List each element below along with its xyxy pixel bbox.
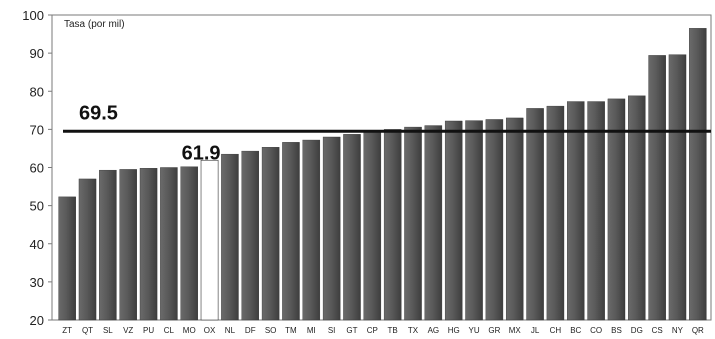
bar-yu bbox=[465, 120, 483, 321]
x-tick-label: GR bbox=[488, 326, 500, 335]
bar-mx bbox=[505, 117, 524, 321]
x-tick-label: TX bbox=[408, 326, 419, 335]
x-tick-label: TM bbox=[285, 326, 297, 335]
bar-bs bbox=[607, 98, 626, 321]
x-tick-label: BS bbox=[611, 326, 622, 335]
y-tick-label: 40 bbox=[30, 237, 44, 252]
x-tick-label: CL bbox=[164, 326, 175, 335]
bar-tx bbox=[404, 126, 422, 321]
bar-gr bbox=[485, 119, 504, 321]
y-tick-label: 60 bbox=[30, 161, 44, 176]
x-tick-label: OX bbox=[204, 326, 216, 335]
bar-gt bbox=[343, 134, 361, 321]
x-tick-label: DF bbox=[245, 326, 256, 335]
bars bbox=[58, 28, 707, 321]
bar-tm bbox=[282, 142, 300, 321]
y-tick-label: 20 bbox=[30, 313, 44, 328]
bar-so bbox=[261, 147, 280, 321]
bar-si bbox=[322, 136, 341, 321]
bar-sl bbox=[99, 169, 117, 321]
x-tick-label: MI bbox=[307, 326, 316, 335]
x-tick-label: HG bbox=[448, 326, 460, 335]
reference-line-label: 69.5 bbox=[79, 102, 118, 124]
bar-hg bbox=[444, 120, 463, 321]
bar-bc bbox=[567, 101, 585, 321]
x-tick-label: BC bbox=[570, 326, 581, 335]
x-tick-label: SL bbox=[103, 326, 113, 335]
x-tick-label: QR bbox=[692, 326, 704, 335]
y-tick-label: 30 bbox=[30, 275, 44, 290]
bar-cl bbox=[160, 167, 178, 321]
y-axis-title: Tasa (por mil) bbox=[64, 19, 125, 30]
x-tick-label: DG bbox=[631, 326, 643, 335]
x-tick-label: ZT bbox=[62, 326, 72, 335]
x-tick-label: VZ bbox=[123, 326, 133, 335]
x-tick-label: TB bbox=[388, 326, 398, 335]
bar-mi bbox=[302, 139, 321, 321]
bar-nl bbox=[221, 153, 239, 321]
bar-qr bbox=[689, 28, 707, 321]
x-tick-label: CS bbox=[652, 326, 663, 335]
y-tick-label: 100 bbox=[22, 8, 44, 23]
x-tick-label: GT bbox=[346, 326, 357, 335]
x-tick-label: NL bbox=[225, 326, 236, 335]
highlight-value-label: 61.9 bbox=[182, 142, 221, 164]
bar-jl bbox=[526, 108, 544, 321]
x-tick-label: NY bbox=[672, 326, 684, 335]
x-tick-label: MO bbox=[183, 326, 196, 335]
x-tick-label: PU bbox=[143, 326, 154, 335]
bar-cp bbox=[363, 131, 382, 321]
bar-co bbox=[587, 101, 605, 321]
y-tick-label: 90 bbox=[30, 46, 44, 61]
x-axis: ZT QT SL VZ PU CL MO OX NL DF SO TM MI SI GT CP TB TX AG HG… bbox=[62, 326, 704, 335]
bar-ny bbox=[668, 54, 687, 321]
bar-zt bbox=[58, 196, 76, 321]
bar-mo bbox=[180, 166, 198, 321]
bar-dg bbox=[628, 95, 646, 321]
x-tick-label: CO bbox=[590, 326, 602, 335]
bar-cs bbox=[648, 55, 666, 321]
bar-tb bbox=[383, 129, 402, 321]
bar-ox bbox=[200, 159, 219, 321]
x-tick-label: CH bbox=[550, 326, 562, 335]
x-tick-label: AG bbox=[428, 326, 440, 335]
x-tick-label: QT bbox=[82, 326, 93, 335]
x-tick-label: YU bbox=[468, 326, 479, 335]
x-tick-label: MX bbox=[509, 326, 522, 335]
bar-ch bbox=[546, 105, 565, 321]
y-axis: 20 30 40 50 60 70 80 90 100 bbox=[22, 8, 52, 328]
bar-vz bbox=[119, 169, 137, 321]
x-tick-label: JL bbox=[531, 326, 540, 335]
bar-pu bbox=[139, 168, 158, 321]
bar-df bbox=[241, 150, 260, 321]
y-tick-label: 50 bbox=[30, 199, 44, 214]
x-tick-label: CP bbox=[367, 326, 378, 335]
y-tick-label: 70 bbox=[30, 122, 44, 137]
y-tick-label: 80 bbox=[30, 84, 44, 99]
x-tick-label: SI bbox=[328, 326, 336, 335]
bar-ag bbox=[424, 125, 443, 321]
bar-qt bbox=[78, 178, 97, 321]
x-tick-label: SO bbox=[265, 326, 277, 335]
